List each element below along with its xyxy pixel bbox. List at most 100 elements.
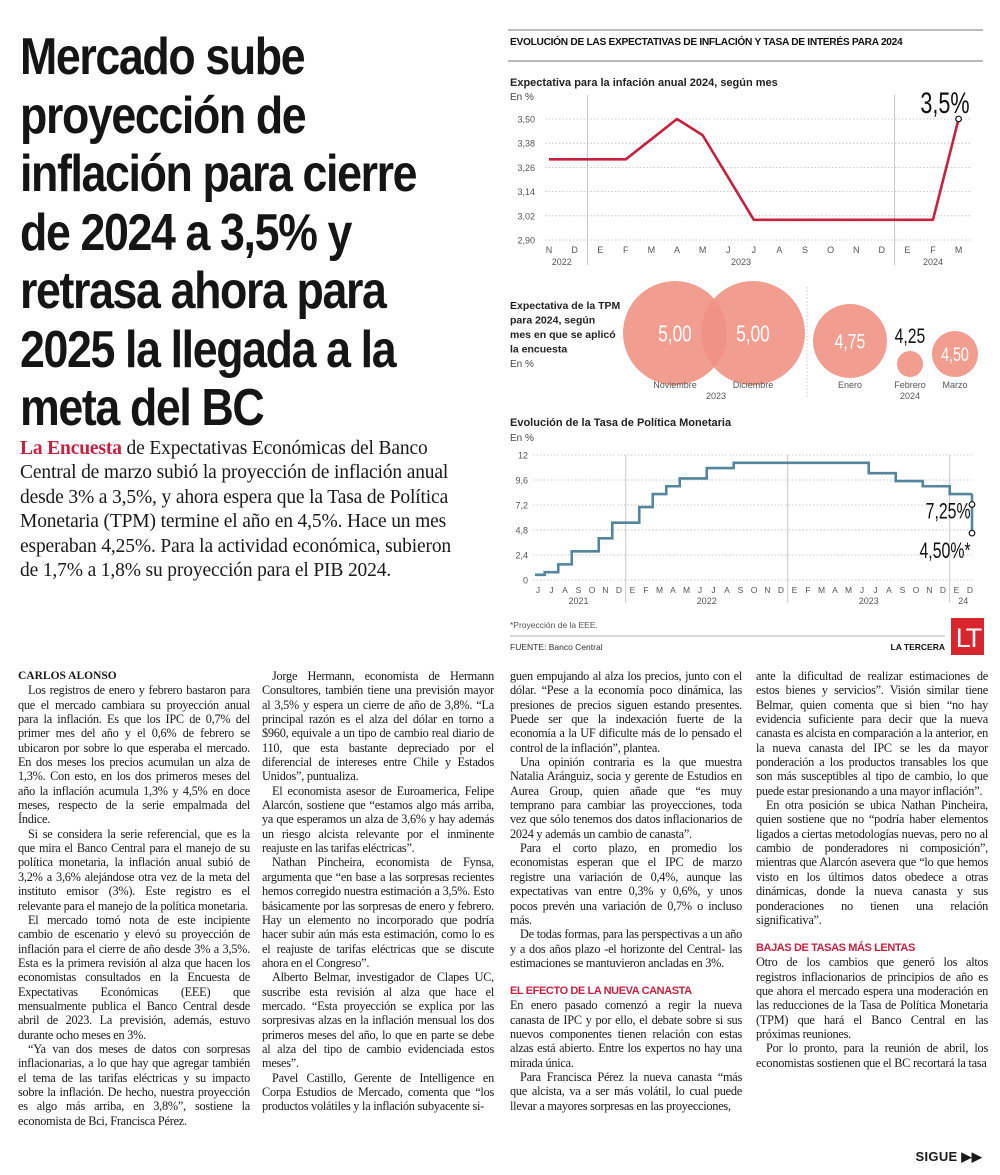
x-tick-label: D	[571, 245, 578, 255]
headline-line: 2025 la llegada a la	[20, 320, 397, 379]
article-paragraph: Una opinión contraria es la que muestra …	[510, 755, 742, 841]
bubble-month-label: Marzo	[942, 380, 967, 390]
chart-title-line: Expectativa de la TPM	[510, 300, 621, 312]
article-paragraph: Pavel Castillo, Gerente de Intelligence …	[262, 1070, 494, 1114]
section-subhead: EL EFECTO DE LA NUEVA CANASTA	[510, 985, 692, 998]
x-tick-label: J	[711, 585, 715, 595]
x-tick-label: N	[602, 585, 608, 595]
bubble-noviembre	[623, 281, 727, 385]
x-tick-label: E	[904, 245, 910, 255]
x-tick-label: O	[751, 585, 758, 595]
x-tick-label: D	[778, 585, 784, 595]
x-tick-label: O	[827, 245, 834, 255]
bubble-value: 5,00	[736, 322, 770, 347]
headline-line: de 2024 a 3,5% y	[20, 203, 352, 262]
x-tick-label: J	[698, 585, 702, 595]
bubble-diciembre	[701, 281, 805, 385]
x-tick-label: N	[926, 585, 932, 595]
end-point-marker	[968, 501, 976, 508]
bubble-enero	[813, 304, 887, 378]
article-column: CARLOS ALONSO Los registros de enero y fe…	[18, 669, 250, 1128]
x-tick-label: N	[546, 245, 553, 255]
y-axis-label: En %	[510, 433, 534, 444]
headline-line: meta del BC	[20, 379, 265, 437]
year-label: 2021	[568, 596, 588, 606]
x-tick-label: S	[576, 585, 582, 595]
article-paragraph: En enero pasado comenzó a regir la nueva…	[510, 998, 742, 1070]
year-label: 2024	[900, 391, 920, 401]
continue-label: SIGUE ▶▶	[915, 1149, 982, 1164]
tpm-series-line	[535, 461, 972, 577]
y-tick-label: 7,2	[515, 501, 528, 511]
headline-line: inflación para cierre	[20, 145, 418, 203]
chart-title: Expectativa de la TPM para 2024, según mes…	[510, 300, 621, 356]
x-tick-label: J	[873, 585, 877, 595]
article-paragraph: Por lo pronto, para la reunión de abril,…	[756, 1041, 988, 1070]
x-tick-label: S	[900, 585, 906, 595]
x-tick-label: D	[616, 585, 622, 595]
x-tick-label: S	[738, 585, 744, 595]
y-axis-label: En %	[510, 359, 534, 370]
article-paragraph: El economista asesor de Euroamerica, Fel…	[262, 783, 494, 856]
x-tick-label: O	[589, 585, 596, 595]
x-tick-label: A	[670, 585, 676, 595]
article-paragraph: Alberto Belmar, investigador de Clapes U…	[262, 970, 494, 1071]
year-label: 2022	[697, 596, 717, 606]
headline: Mercado sube proyección de inflación para …	[20, 28, 490, 438]
y-tick-label: 3,38	[517, 139, 535, 149]
bubble-marzo	[932, 331, 978, 377]
article-paragraph: Jorge Hermann, economista de Hermann Con…	[262, 669, 494, 784]
x-tick-label: N	[853, 245, 860, 255]
x-tick-label: S	[802, 245, 808, 255]
article-column: ante la dificultad de realizar estimacio…	[756, 669, 988, 1070]
x-tick-label: F	[643, 585, 648, 595]
y-tick-label: 3,50	[517, 115, 535, 125]
x-tick-label: N	[764, 585, 770, 595]
lead-kicker: La Encuesta	[20, 438, 122, 459]
chart-title-line: la encuesta	[510, 344, 567, 356]
x-tick-label: F	[805, 585, 810, 595]
year-label: 2023	[731, 257, 751, 267]
year-label: 2024	[923, 257, 943, 267]
chart-title: Expectativa para la infación anual 2024,…	[510, 77, 778, 89]
y-tick-label: 3,02	[517, 211, 535, 221]
x-tick-label: A	[724, 585, 730, 595]
bubble-value: 4,75	[835, 329, 866, 353]
article-column: guen empujando al alza los precios, junt…	[510, 669, 742, 1113]
article-paragraph: Para Francisca Pérez la nueva canasta “m…	[510, 1069, 742, 1113]
year-label: 2022	[552, 257, 572, 267]
chart-title: Evolución de la Tasa de Política Monetar…	[510, 417, 732, 429]
end-point-marker	[955, 115, 963, 123]
infographic-svg: EVOLUCIÓN DE LAS EXPECTATIVAS DE INFLACI…	[508, 29, 985, 655]
bubble-value: 5,00	[658, 322, 692, 347]
x-tick-label: J	[752, 245, 757, 255]
brand-name: LA TERCERA	[891, 642, 945, 652]
article-paragraph: ante la dificultad de realizar estimacio…	[756, 669, 988, 798]
y-tick-label: 12	[518, 451, 528, 461]
end-point-label: 7,25%	[926, 500, 971, 524]
x-tick-label: E	[792, 585, 798, 595]
x-tick-label: D	[967, 585, 973, 595]
x-tick-label: A	[776, 245, 782, 255]
year-label: 24	[958, 596, 968, 606]
x-tick-label: A	[562, 585, 568, 595]
bubble-value: 4,50	[941, 344, 969, 365]
headline-line: retrasa ahora para	[20, 262, 387, 320]
y-tick-label: 2,4	[515, 551, 528, 561]
x-tick-label: J	[549, 585, 553, 595]
article-paragraph: Los registros de enero y febrero bastaro…	[18, 683, 250, 827]
x-tick-label: M	[683, 585, 690, 595]
x-tick-label: D	[879, 245, 886, 255]
x-tick-label: O	[913, 585, 920, 595]
headline-line: Mercado sube	[20, 28, 306, 86]
x-tick-label: M	[699, 245, 707, 255]
bubble-value: 4,25	[895, 324, 926, 348]
y-tick-label: 4,8	[515, 526, 528, 536]
x-tick-label: F	[930, 245, 936, 255]
article-paragraph: En otra posición se ubica Nathan Pinchei…	[756, 798, 988, 927]
article-paragraph: “Ya van dos meses de datos con sorpresas…	[18, 1041, 250, 1128]
x-tick-label: A	[674, 245, 680, 255]
x-tick-label: M	[818, 585, 825, 595]
article-paragraph: Otro de los cambios que generó los altos…	[756, 955, 988, 1041]
year-label: 2023	[859, 596, 879, 606]
